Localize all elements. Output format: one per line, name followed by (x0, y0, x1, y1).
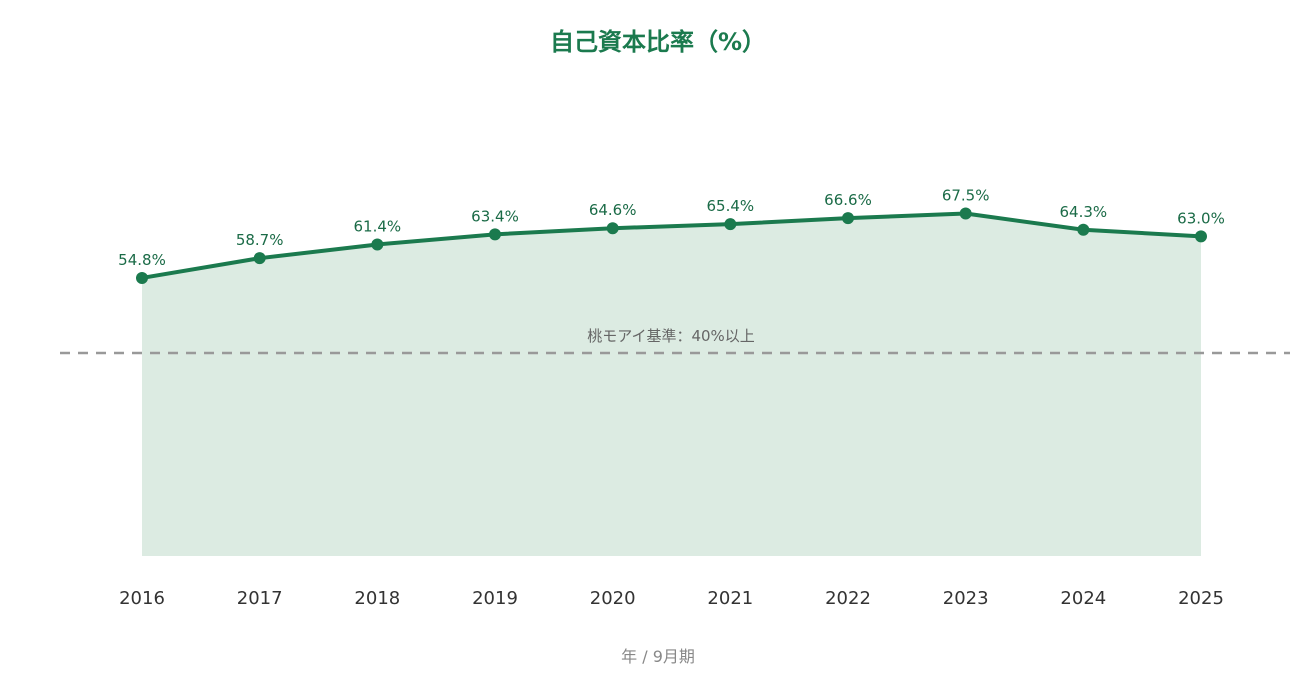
data-label-2020: 64.6% (589, 201, 637, 219)
series-line (140, 211, 1203, 280)
chart-title: 自己資本比率（%） (550, 28, 766, 56)
data-point-2020[interactable] (606, 222, 619, 235)
data-label-2018: 61.4% (354, 217, 402, 235)
data-label-2025: 63.0% (1177, 209, 1225, 227)
x-tick-2021: 2021 (707, 588, 753, 609)
data-label-2019: 63.4% (471, 207, 519, 225)
x-tick-2016: 2016 (119, 588, 165, 609)
data-point-2019[interactable] (489, 228, 501, 241)
data-point-2025[interactable] (1195, 230, 1207, 243)
data-label-2022: 66.6% (824, 191, 872, 209)
data-point-2018[interactable] (371, 238, 384, 251)
data-point-2021[interactable] (724, 218, 737, 231)
data-label-2017: 58.7% (236, 231, 284, 249)
points-layer (136, 207, 1207, 284)
data-point-2024[interactable] (1077, 223, 1090, 236)
x-tick-2022: 2022 (825, 588, 871, 609)
x-tick-2025: 2025 (1178, 588, 1224, 609)
data-point-2023[interactable] (959, 207, 972, 220)
x-tick-2018: 2018 (354, 588, 400, 609)
data-point-2016[interactable] (136, 271, 148, 284)
data-label-2021: 65.4% (707, 197, 755, 215)
data-label-2024: 64.3% (1060, 203, 1108, 221)
data-label-2023: 67.5% (942, 187, 990, 205)
data-point-2017[interactable] (253, 252, 266, 265)
data-labels-layer: 54.8% 58.7% 61.4% 63.4% 64.6% 65.4% 66.6% 67.5%… (118, 187, 1225, 269)
x-axis-ticks: 2016 2017 2018 2019 2020 2021 2022 2023 2024 2025 (119, 588, 1224, 609)
x-tick-2017: 2017 (237, 588, 283, 609)
data-label-2016: 54.8% (118, 251, 166, 269)
reference-layer: 桃モアイ基準：40%以上 (60, 327, 1290, 355)
x-tick-2023: 2023 (943, 588, 989, 609)
x-tick-2019: 2019 (472, 588, 518, 609)
area-layer (142, 213, 1201, 557)
reference-line-label: 桃モアイ基準：40%以上 (587, 327, 755, 345)
area-fill (142, 213, 1201, 557)
line-layer (140, 211, 1203, 280)
x-tick-2020: 2020 (590, 588, 636, 609)
data-point-2022[interactable] (842, 212, 854, 225)
x-axis-title: 年 / 9月期 (621, 647, 695, 666)
x-tick-2024: 2024 (1060, 588, 1106, 609)
